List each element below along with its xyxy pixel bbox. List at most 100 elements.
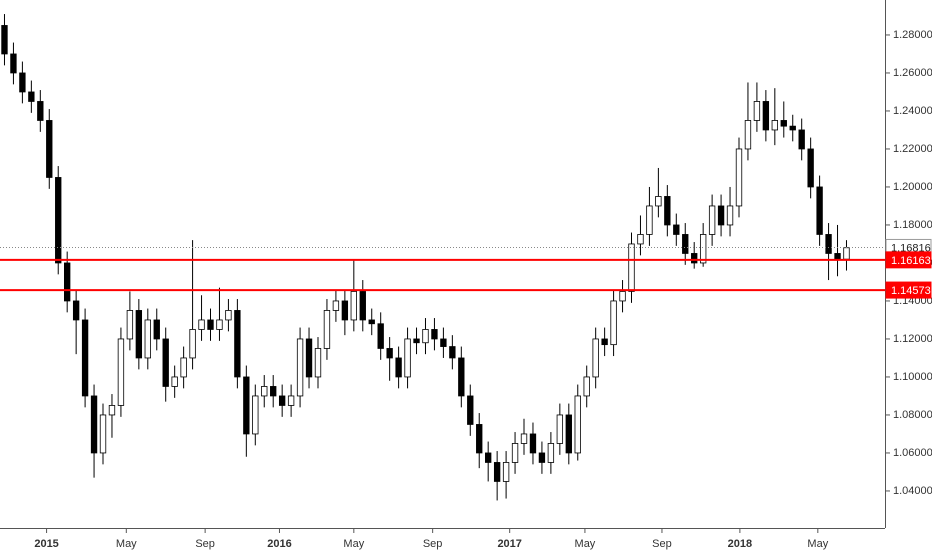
candle-body: [332, 300, 340, 311]
candle-body: [162, 338, 169, 387]
y-tick-label: 1.10000: [893, 371, 932, 383]
candle-body: [135, 310, 143, 359]
x-tick-label: Sep: [423, 538, 443, 550]
candle-body: [762, 101, 770, 131]
candle-body: [717, 205, 725, 226]
candle-body: [126, 310, 134, 340]
y-tick-label: 1.18000: [893, 219, 932, 231]
candle-body: [529, 433, 537, 454]
candle-body: [386, 348, 393, 359]
candle-body: [37, 101, 44, 121]
y-tick-label: 1.12000: [893, 333, 932, 345]
candle-body: [610, 300, 617, 346]
x-tick-label: 2018: [728, 538, 752, 550]
candle-body: [556, 414, 564, 444]
candle-body: [771, 120, 778, 131]
candle-body: [323, 310, 331, 349]
y-tick-label: 1.08000: [893, 409, 932, 421]
x-tick-label: 2017: [497, 538, 521, 550]
candle-body: [350, 291, 357, 321]
candle-body: [547, 443, 555, 463]
candle-body: [646, 205, 653, 235]
candle-body: [735, 148, 743, 207]
candle-body: [807, 148, 814, 188]
candle-body: [395, 357, 402, 378]
candle-body: [413, 338, 420, 344]
candle-body: [46, 120, 53, 178]
x-tick-label: May: [575, 538, 596, 550]
price-label-box: [885, 251, 932, 269]
y-tick-label: 1.24000: [893, 105, 932, 117]
candle-body: [843, 247, 850, 260]
candle-body: [216, 319, 223, 330]
x-tick-label: May: [116, 538, 137, 550]
candle-body: [583, 376, 590, 397]
candle-body: [476, 424, 483, 454]
candle-body: [574, 395, 581, 454]
candle-body: [198, 319, 205, 330]
x-tick-label: May: [343, 538, 364, 550]
candle-body: [565, 414, 572, 454]
candle-body: [243, 376, 250, 435]
candle-body: [825, 234, 832, 254]
candle-body: [377, 323, 384, 349]
candle-body: [431, 329, 438, 340]
candle-body: [744, 120, 752, 150]
y-tick-label: 1.20000: [893, 181, 932, 193]
candle-body: [664, 196, 671, 226]
candle-body: [798, 129, 805, 150]
candle-body: [458, 357, 465, 397]
candle-body: [449, 346, 456, 359]
candle-body: [189, 329, 196, 359]
candle-body: [691, 253, 698, 264]
candle-body: [171, 376, 178, 387]
candle-body: [270, 386, 277, 397]
candle-body: [64, 262, 71, 302]
candle-body: [538, 452, 546, 463]
candle-body: [511, 443, 519, 463]
x-tick-label: Sep: [195, 538, 215, 550]
candle-body: [359, 291, 366, 321]
y-tick-label: 1.28000: [893, 29, 932, 41]
candle-body: [55, 177, 62, 264]
candle-body: [637, 234, 644, 245]
candle-body: [296, 338, 304, 397]
candle-body: [780, 120, 787, 127]
y-tick-label: 1.06000: [893, 447, 932, 459]
candle-body: [592, 338, 599, 378]
candle-body: [314, 348, 322, 378]
candle-body: [278, 395, 286, 406]
candle-body: [225, 310, 232, 321]
price-label-box: [885, 281, 932, 299]
candle-body: [19, 72, 26, 93]
candle-body: [72, 300, 80, 321]
candle-body: [834, 253, 841, 260]
candle-body: [753, 101, 761, 121]
candle-body: [287, 395, 295, 406]
candle-body: [628, 243, 635, 292]
candle-body: [467, 395, 474, 425]
candle-body: [673, 224, 680, 235]
candle-body: [108, 405, 116, 416]
candle-body: [493, 462, 501, 482]
candle-body: [682, 234, 689, 254]
candle-body: [305, 338, 313, 378]
x-tick-label: Sep: [652, 538, 672, 550]
candle-body: [502, 462, 510, 482]
candle-body: [234, 310, 241, 378]
candle-body: [619, 291, 626, 302]
candle-body: [90, 395, 98, 454]
x-tick-label: 2015: [34, 538, 58, 550]
candle-body: [699, 234, 707, 264]
candle-body: [207, 319, 214, 330]
price-label: 1.14573: [891, 285, 931, 297]
candle-body: [726, 205, 734, 226]
candle-body: [81, 319, 89, 397]
candle-body: [485, 452, 492, 463]
candle-body: [440, 338, 447, 347]
candle-body: [601, 338, 608, 346]
candle-body: [655, 196, 662, 207]
x-tick-label: May: [807, 538, 828, 550]
